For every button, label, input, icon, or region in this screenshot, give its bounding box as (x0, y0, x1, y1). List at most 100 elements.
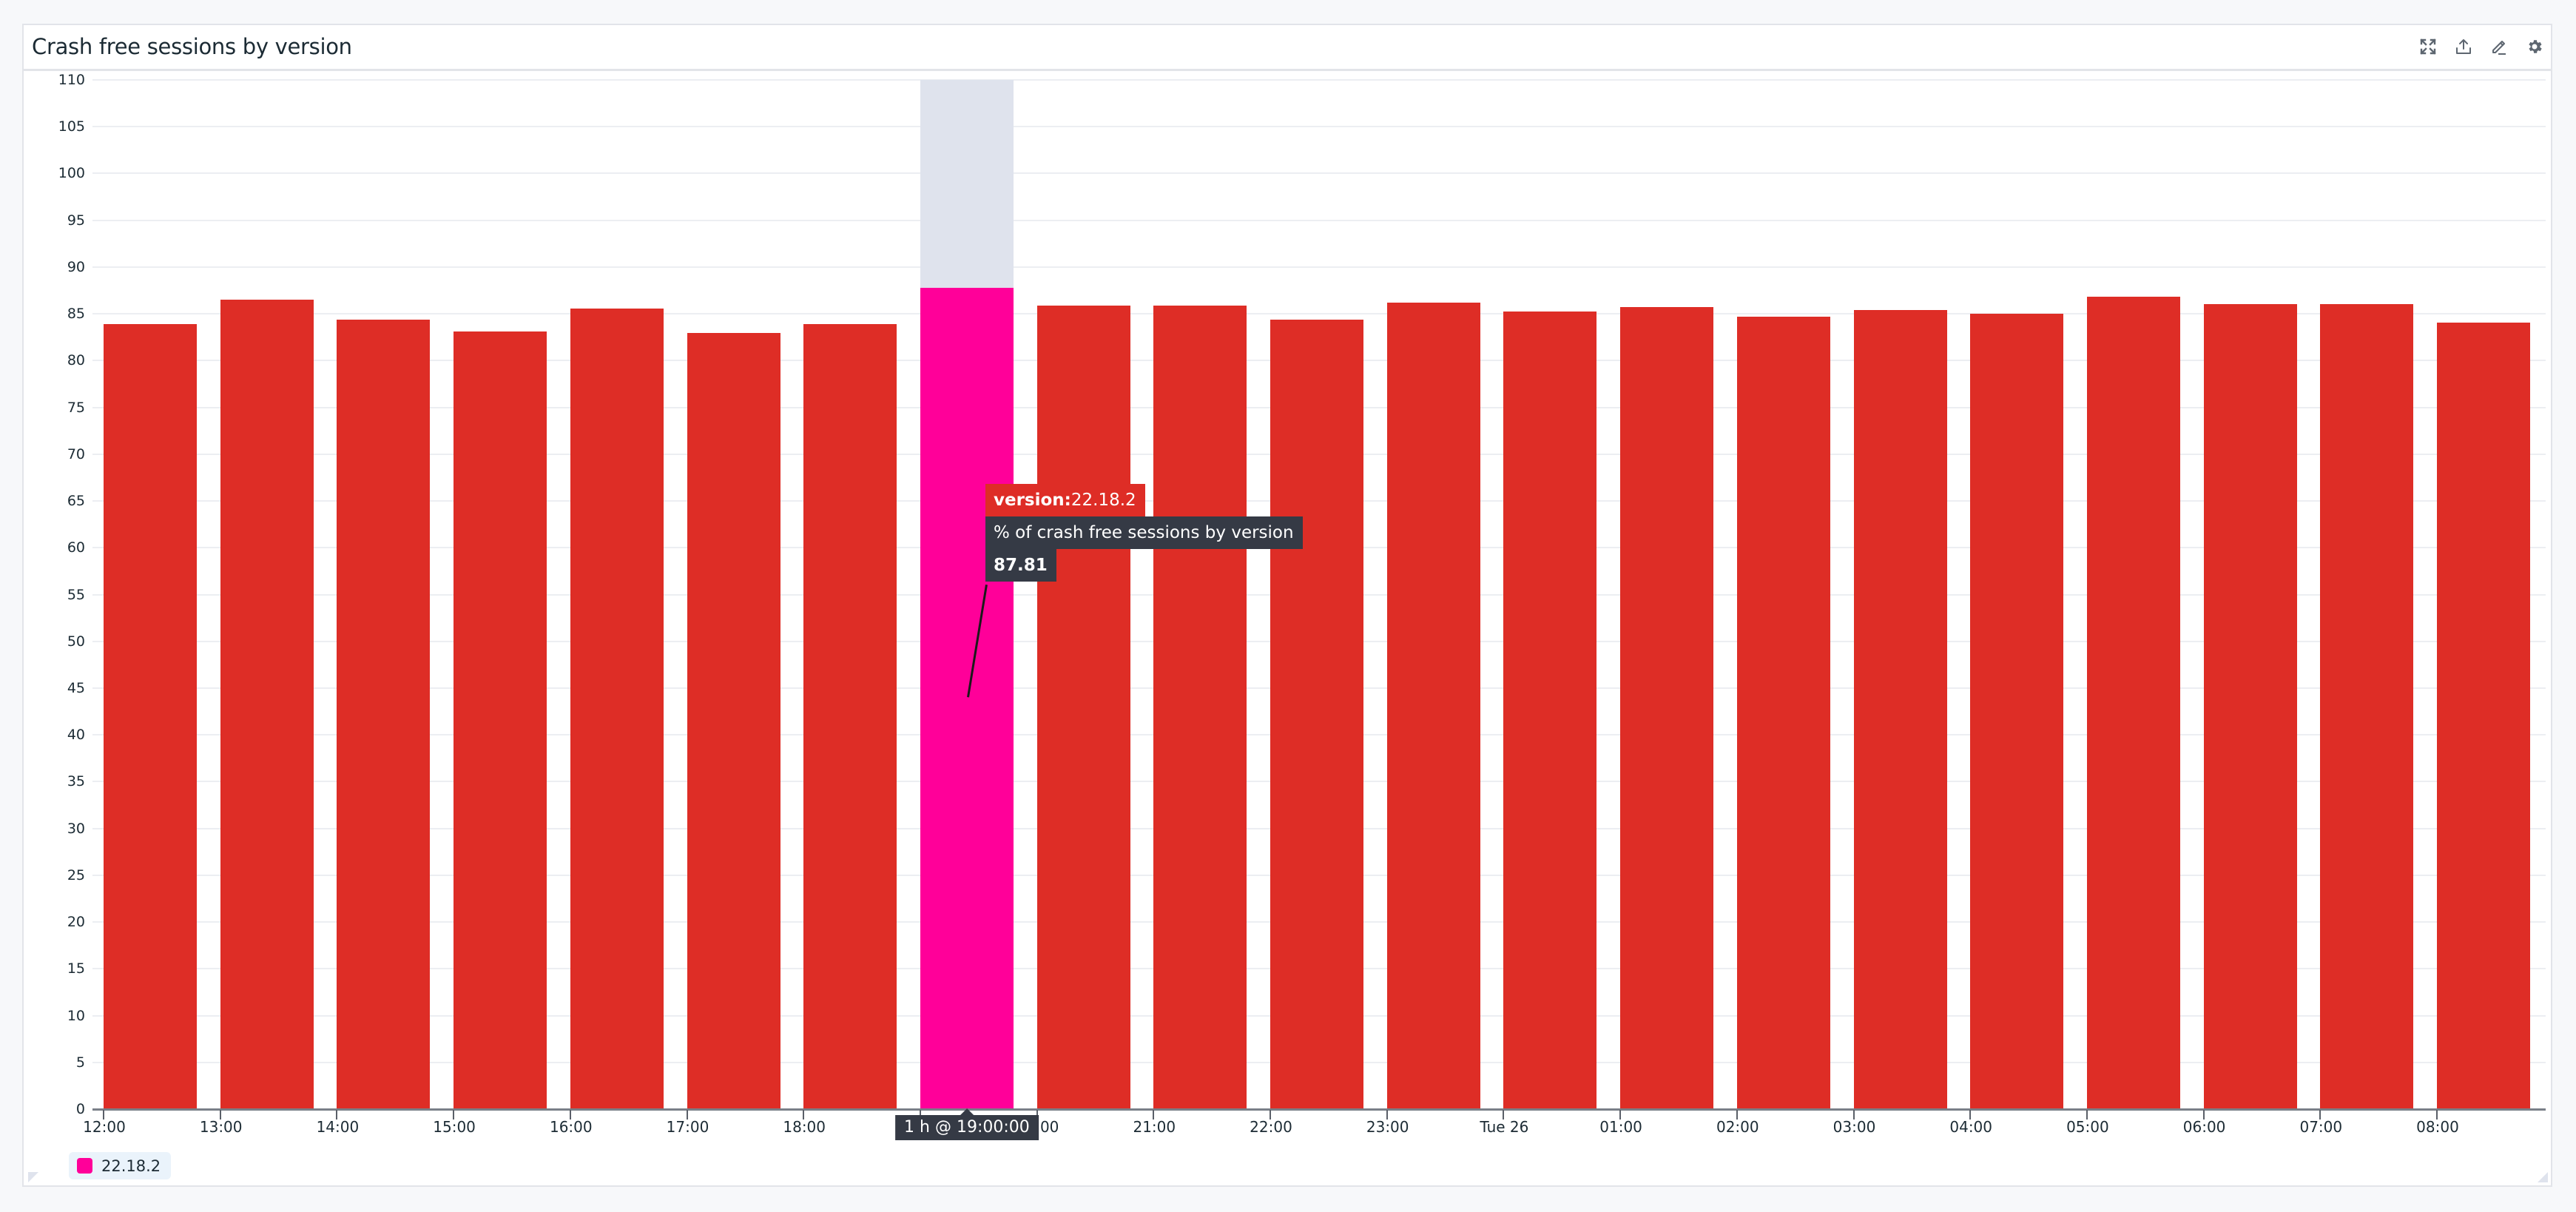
y-axis-label: 110 (58, 72, 85, 88)
hover-tooltip: version:22.18.2% of crash free sessions … (985, 484, 1303, 582)
y-axis-label: 80 (67, 352, 85, 369)
bar[interactable] (2437, 322, 2530, 1109)
bar-chart-plot-area[interactable]: 0 5 10 15 20 25 30 35 40 45 50 55 60 65 70 75 80 85 90 95 10… (58, 73, 2546, 1140)
x-axis-line (92, 1108, 2546, 1111)
x-axis-label: 22:00 (1250, 1118, 1292, 1136)
y-axis-label: 30 (67, 820, 85, 837)
x-axis-tick (1153, 1110, 1155, 1120)
y-axis-label: 40 (67, 727, 85, 744)
x-axis-label: 08:00 (2416, 1118, 2459, 1136)
legend-item[interactable]: 22.18.2 (69, 1152, 172, 1179)
bar[interactable] (1036, 306, 1130, 1109)
x-axis-label: 21:00 (1133, 1118, 1176, 1136)
x-axis-tick (1270, 1110, 1271, 1120)
x-axis-hover-label: 1 h @ 19:00:00 (895, 1108, 1039, 1140)
y-axis-label: 70 (67, 445, 85, 462)
x-axis-tick (1036, 1110, 1038, 1120)
x-axis-label: 01:00 (1599, 1118, 1642, 1136)
bar[interactable] (2320, 304, 2414, 1109)
tooltip-series-row: version:22.18.2 (985, 484, 1145, 516)
bar[interactable] (803, 323, 897, 1109)
y-axis-label: 100 (58, 165, 85, 182)
gear-icon[interactable] (2526, 38, 2543, 55)
x-axis-tick (103, 1110, 104, 1120)
resize-handle-left[interactable] (28, 1172, 38, 1182)
y-axis-label: 90 (67, 258, 85, 275)
y-axis-label: 55 (67, 586, 85, 603)
bar[interactable] (1386, 303, 1480, 1109)
x-axis-label: 14:00 (316, 1118, 360, 1136)
tooltip-metric-row: % of crash free sessions by version (985, 516, 1303, 549)
gridline (92, 266, 2546, 268)
bar[interactable] (687, 332, 780, 1109)
gridline (92, 172, 2546, 175)
y-axis-label: 0 (75, 1101, 85, 1117)
y-axis-label: 20 (67, 914, 85, 931)
x-axis-tick (336, 1110, 338, 1120)
x-axis-tick (569, 1110, 571, 1120)
bar[interactable] (1736, 316, 1830, 1109)
bar[interactable] (220, 299, 314, 1109)
x-axis-label: 05:00 (2066, 1118, 2109, 1136)
bar[interactable] (2203, 304, 2297, 1109)
bar[interactable] (1153, 306, 1247, 1109)
x-axis-label: 06:00 (2182, 1118, 2226, 1136)
panel-title: Crash free sessions by version (32, 34, 352, 59)
bar[interactable] (1853, 310, 1947, 1109)
y-axis-label: 60 (67, 539, 85, 556)
x-axis-label: Tue 26 (1480, 1118, 1529, 1136)
x-axis-tick (1969, 1110, 1972, 1120)
y-axis-label: 95 (67, 212, 85, 229)
pencil-icon[interactable] (2490, 38, 2508, 55)
x-axis-label: 17:00 (666, 1118, 709, 1136)
y-axis-label: 15 (67, 960, 85, 977)
bar[interactable] (1270, 319, 1363, 1109)
legend-swatch (77, 1158, 92, 1174)
header-toolbar (2419, 38, 2543, 55)
y-axis-label: 65 (67, 493, 85, 510)
x-axis-tick (1852, 1110, 1855, 1120)
x-axis-label: 16:00 (549, 1118, 593, 1136)
bar[interactable] (337, 319, 431, 1109)
bar[interactable] (454, 331, 547, 1109)
panel-header: Crash free sessions by version (24, 25, 2551, 71)
bar[interactable] (1970, 313, 2064, 1109)
y-axis-label: 25 (67, 866, 85, 883)
tooltip-value-row: 87.81 (985, 549, 1056, 582)
x-axis-label: 23:00 (1366, 1118, 1409, 1136)
bar[interactable] (2086, 297, 2180, 1109)
x-axis-tick (1619, 1110, 1622, 1120)
x-axis-label: 02:00 (1716, 1118, 1759, 1136)
x-axis-label: 15:00 (433, 1118, 476, 1136)
x-axis-tick (2436, 1110, 2438, 1120)
x-axis-label: 03:00 (1832, 1118, 1876, 1136)
legend-label: 22.18.2 (101, 1157, 161, 1175)
expand-icon[interactable] (2419, 38, 2437, 55)
y-axis-label: 75 (67, 399, 85, 416)
share-icon[interactable] (2455, 38, 2472, 55)
tooltip-series-value: 22.18.2 (1070, 491, 1136, 510)
bar[interactable] (570, 309, 664, 1109)
y-axis-label: 50 (67, 633, 85, 650)
x-axis-tick (2202, 1110, 2205, 1120)
y-axis-label: 5 (75, 1054, 85, 1071)
gridline (92, 126, 2546, 128)
x-axis-tick (919, 1110, 921, 1120)
x-axis-tick (453, 1110, 455, 1120)
widget-panel: Crash free sessions by version (22, 24, 2552, 1187)
bar[interactable] (920, 287, 1014, 1109)
x-axis-tick (686, 1110, 688, 1120)
bar[interactable] (1620, 307, 1714, 1109)
tooltip-series-key: version: (994, 491, 1071, 510)
bar[interactable] (1503, 312, 1597, 1109)
x-axis-tick (803, 1110, 805, 1120)
bar[interactable] (104, 323, 197, 1109)
x-axis-tick (1386, 1110, 1388, 1120)
y-axis-label: 10 (67, 1007, 85, 1024)
x-axis-tick (2086, 1110, 2088, 1120)
resize-handle-right[interactable] (2538, 1172, 2548, 1182)
y-axis-label: 105 (58, 118, 85, 135)
x-axis-label: 13:00 (199, 1118, 243, 1136)
y-axis-label: 85 (67, 306, 85, 323)
x-axis-tick (219, 1110, 221, 1120)
